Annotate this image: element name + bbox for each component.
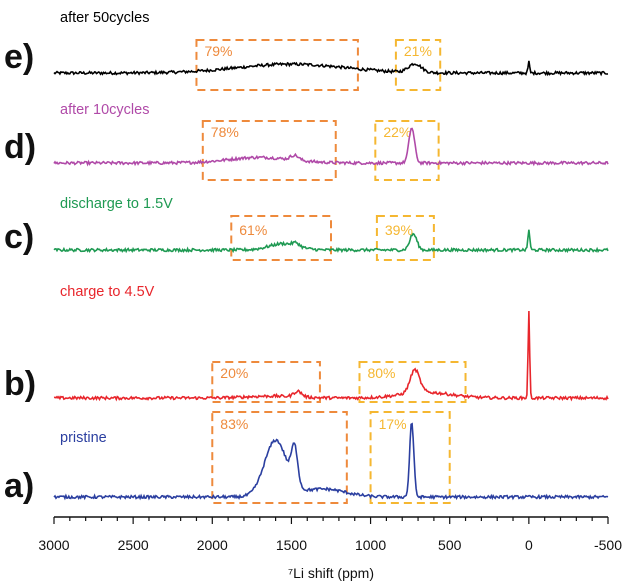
panel-d: 78% 22% after 10cycles d) (4, 102, 609, 181)
condition-label: discharge to 1.5V (60, 196, 173, 212)
panel-letter: d) (4, 128, 36, 166)
condition-label: after 50cycles (60, 10, 149, 26)
spectrum-line (53, 310, 609, 402)
panel-b: 20% 80% charge to 4.5V b) (4, 284, 609, 403)
spectra-panels: 79% 21% after 50cycles e) 78% 22% after 10cycl… (4, 10, 609, 505)
integration-box (230, 215, 332, 261)
percentage-label: 20% (220, 365, 248, 381)
x-tick-label: 3000 (38, 537, 69, 553)
x-tick-label: 2500 (118, 537, 149, 553)
panel-letter: b) (4, 365, 36, 403)
percentage-label: 79% (204, 43, 232, 59)
percentage-label: 83% (220, 416, 248, 432)
panel-e: 79% 21% after 50cycles e) (4, 10, 609, 91)
x-axis: 3000 2500 2000 1500 1000 500 0 -500 (38, 516, 622, 553)
panel-letter: c) (4, 218, 34, 256)
integration-box (211, 361, 321, 403)
x-tick-label: 500 (438, 537, 462, 553)
integration-box (369, 411, 451, 504)
condition-label: charge to 4.5V (60, 284, 155, 300)
panel-letter: a) (4, 467, 34, 505)
x-tick-label: 1000 (355, 537, 386, 553)
integration-box (358, 361, 467, 403)
percentage-label: 17% (379, 416, 407, 432)
integration-box (375, 215, 435, 261)
integration-box (195, 39, 359, 91)
x-axis-title: ⁷Li shift (ppm) (288, 565, 374, 581)
percentage-label: 78% (211, 124, 239, 140)
percentage-label: 22% (383, 124, 411, 140)
percentage-label: 39% (385, 222, 413, 238)
x-tick-label: 0 (525, 537, 533, 553)
percentage-label: 21% (404, 43, 432, 59)
panel-c: 61% 39% discharge to 1.5V c) (4, 196, 609, 261)
integration-box (201, 120, 337, 181)
integration-box (211, 411, 348, 504)
integration-box (394, 39, 442, 91)
spectrum-line (53, 229, 609, 254)
x-tick-label: 2000 (197, 537, 228, 553)
spectrum-line (53, 60, 609, 77)
condition-label: after 10cycles (60, 102, 149, 118)
condition-label: pristine (60, 430, 107, 446)
spectrum-line (53, 127, 609, 167)
spectrum-line (53, 422, 609, 501)
percentage-label: 80% (367, 365, 395, 381)
x-tick-label: 1500 (276, 537, 307, 553)
percentage-label: 61% (239, 222, 267, 238)
x-tick-label: -500 (594, 537, 622, 553)
panel-a: 83% 17% pristine a) (4, 411, 609, 505)
integration-box (374, 120, 440, 181)
panel-letter: e) (4, 38, 34, 76)
